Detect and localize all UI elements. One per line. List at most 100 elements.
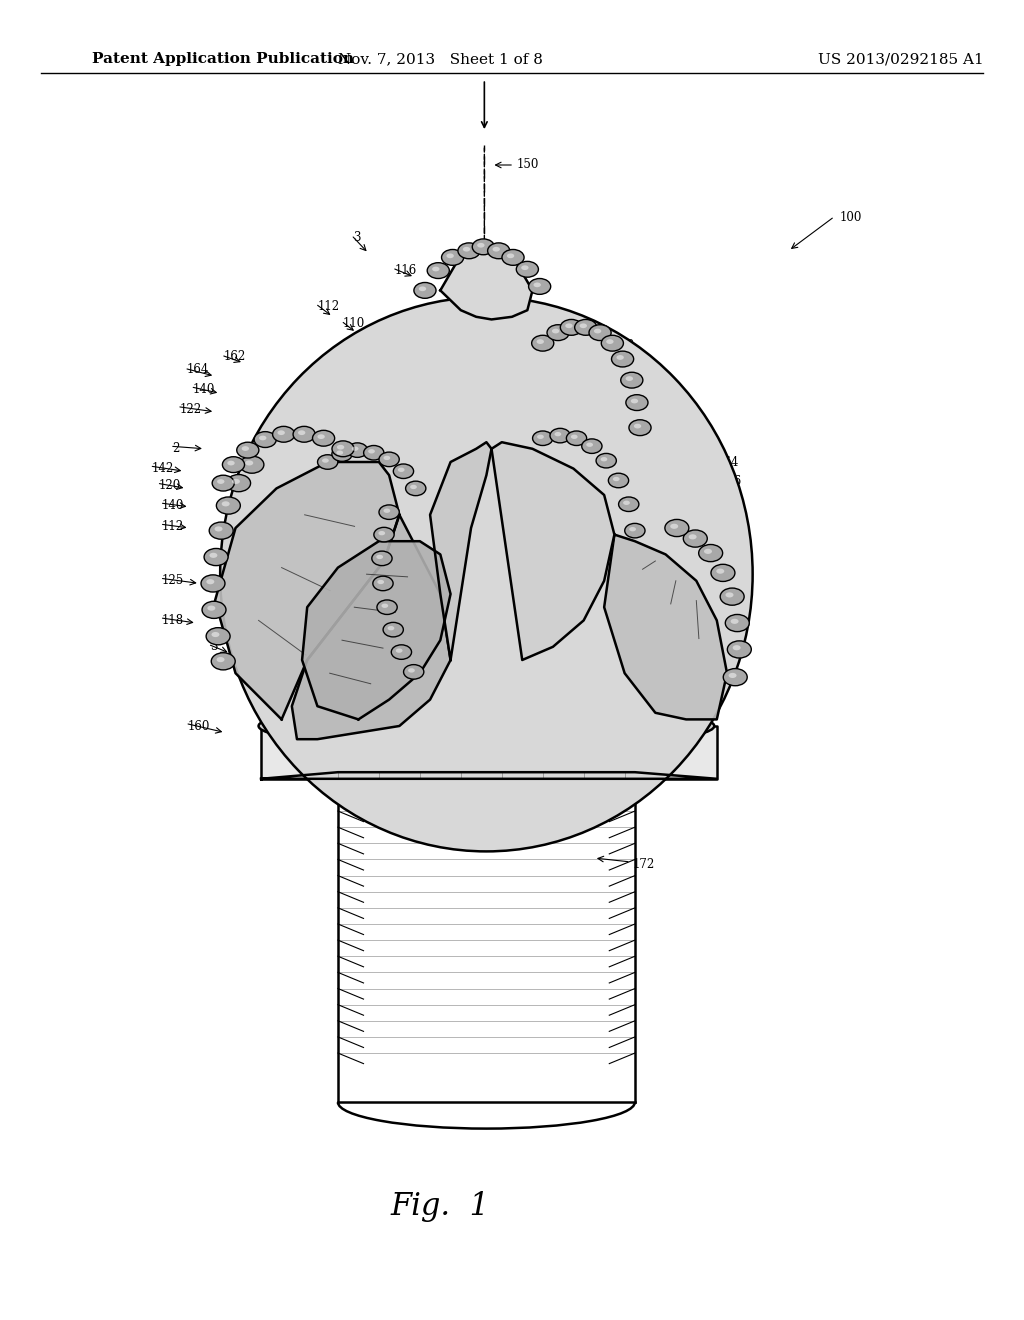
Ellipse shape <box>391 645 412 660</box>
Text: 112: 112 <box>162 520 184 533</box>
Ellipse shape <box>537 339 544 345</box>
Ellipse shape <box>403 665 424 678</box>
Ellipse shape <box>379 504 399 519</box>
Text: 164: 164 <box>717 455 739 469</box>
Ellipse shape <box>477 243 484 248</box>
Text: 130: 130 <box>367 333 389 346</box>
Text: 132: 132 <box>612 339 635 352</box>
Ellipse shape <box>427 263 450 279</box>
Ellipse shape <box>381 603 388 609</box>
Ellipse shape <box>202 601 226 618</box>
Ellipse shape <box>547 325 569 341</box>
Ellipse shape <box>206 627 230 645</box>
Ellipse shape <box>215 527 222 532</box>
Ellipse shape <box>725 593 733 598</box>
Ellipse shape <box>240 455 264 474</box>
Ellipse shape <box>322 458 329 463</box>
Ellipse shape <box>580 323 587 329</box>
Ellipse shape <box>207 579 214 585</box>
Ellipse shape <box>209 521 233 540</box>
Ellipse shape <box>254 432 276 447</box>
Ellipse shape <box>728 673 736 678</box>
Ellipse shape <box>532 430 553 445</box>
Ellipse shape <box>217 657 224 663</box>
Ellipse shape <box>566 430 587 445</box>
Ellipse shape <box>555 432 561 437</box>
Ellipse shape <box>372 552 392 565</box>
Ellipse shape <box>725 614 750 632</box>
Ellipse shape <box>670 524 678 529</box>
Ellipse shape <box>601 335 624 351</box>
Ellipse shape <box>376 554 383 560</box>
Ellipse shape <box>317 454 338 470</box>
Ellipse shape <box>201 574 225 591</box>
Ellipse shape <box>716 569 724 574</box>
Ellipse shape <box>406 480 426 495</box>
Text: 150: 150 <box>517 158 540 172</box>
Ellipse shape <box>730 619 738 624</box>
Polygon shape <box>604 535 727 719</box>
Text: 116: 116 <box>627 359 649 372</box>
Ellipse shape <box>606 339 613 345</box>
Ellipse shape <box>616 355 624 360</box>
Ellipse shape <box>364 446 384 461</box>
Text: 134: 134 <box>540 346 562 359</box>
Ellipse shape <box>600 457 607 462</box>
Ellipse shape <box>531 335 554 351</box>
Ellipse shape <box>222 502 229 507</box>
Ellipse shape <box>516 261 539 277</box>
Ellipse shape <box>626 376 633 381</box>
Ellipse shape <box>432 267 439 272</box>
Ellipse shape <box>574 319 597 335</box>
Ellipse shape <box>207 606 215 611</box>
Text: 3: 3 <box>353 231 360 244</box>
Ellipse shape <box>665 519 689 537</box>
Text: 116: 116 <box>394 264 417 277</box>
Ellipse shape <box>723 668 748 686</box>
Ellipse shape <box>732 645 740 651</box>
Text: 116: 116 <box>720 475 742 488</box>
Ellipse shape <box>378 531 385 536</box>
Ellipse shape <box>293 426 315 442</box>
Ellipse shape <box>589 325 611 341</box>
Ellipse shape <box>408 668 415 673</box>
Ellipse shape <box>337 445 344 450</box>
Ellipse shape <box>368 449 375 454</box>
Ellipse shape <box>237 442 259 458</box>
Text: 110: 110 <box>343 317 366 330</box>
Ellipse shape <box>552 329 559 334</box>
Ellipse shape <box>220 297 753 851</box>
Polygon shape <box>261 726 717 779</box>
Ellipse shape <box>272 426 295 442</box>
Ellipse shape <box>259 436 266 441</box>
Ellipse shape <box>379 451 399 467</box>
Ellipse shape <box>242 446 249 451</box>
Ellipse shape <box>395 648 402 653</box>
Text: US 2013/0292185 A1: US 2013/0292185 A1 <box>818 53 984 66</box>
Text: 116: 116 <box>633 746 655 759</box>
Ellipse shape <box>332 441 354 457</box>
Ellipse shape <box>383 508 390 513</box>
Ellipse shape <box>217 479 224 484</box>
Ellipse shape <box>698 544 723 562</box>
Polygon shape <box>215 462 399 719</box>
Ellipse shape <box>608 474 629 488</box>
Ellipse shape <box>534 282 541 288</box>
Text: 164: 164 <box>186 363 209 376</box>
Ellipse shape <box>387 626 394 631</box>
Ellipse shape <box>538 434 544 440</box>
Ellipse shape <box>596 453 616 467</box>
Text: 162: 162 <box>223 350 246 363</box>
Polygon shape <box>430 442 492 660</box>
Ellipse shape <box>383 455 390 461</box>
Ellipse shape <box>419 286 426 292</box>
Ellipse shape <box>312 430 335 446</box>
Ellipse shape <box>565 323 572 329</box>
Ellipse shape <box>703 549 712 554</box>
Ellipse shape <box>336 450 343 455</box>
Text: Patent Application Publication: Patent Application Publication <box>92 53 354 66</box>
Text: 172: 172 <box>633 858 655 871</box>
Text: 118: 118 <box>162 614 184 627</box>
Ellipse shape <box>611 351 634 367</box>
Polygon shape <box>440 244 532 319</box>
